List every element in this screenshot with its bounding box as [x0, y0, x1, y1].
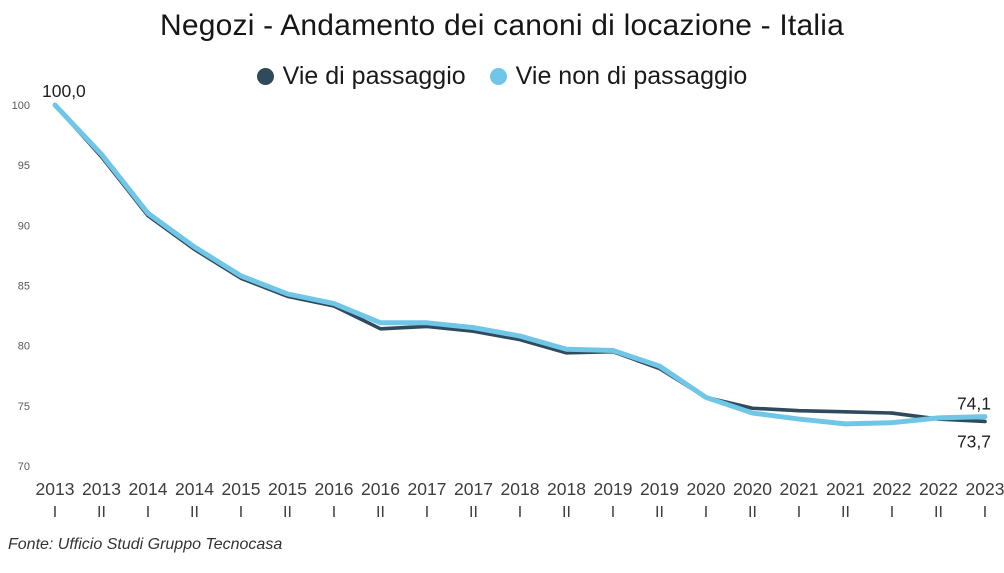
- chart-legend: Vie di passaggio Vie non di passaggio: [0, 58, 1004, 94]
- legend-dot-icon: [489, 67, 507, 85]
- x-axis-semester-label: II: [97, 504, 106, 521]
- data-label-end-top: 74,1: [957, 394, 991, 414]
- series-line-vie-non-di-passaggio: [52, 102, 988, 427]
- data-label-end-bottom: 73,7: [957, 431, 991, 451]
- x-axis-semester-label: I: [611, 504, 615, 521]
- x-axis-year-label: 2021: [826, 479, 865, 499]
- x-axis-year-label: 2020: [733, 479, 772, 499]
- x-axis-semester-label: I: [425, 504, 429, 521]
- x-axis-year-label: 2022: [919, 479, 958, 499]
- x-axis-year-label: 2019: [594, 479, 633, 499]
- x-axis-semester-label: II: [376, 504, 385, 521]
- x-axis-semester-label: I: [797, 504, 801, 521]
- x-axis-semester-label: II: [283, 504, 292, 521]
- x-axis-year-label: 2013: [36, 479, 75, 499]
- x-axis-year-label: 2019: [640, 479, 679, 499]
- series-line-vie-di-passaggio: [53, 103, 987, 424]
- legend-label: Vie di passaggio: [282, 61, 466, 90]
- y-axis-tick-label: 70: [18, 461, 30, 473]
- data-label-start: 100,0: [42, 81, 86, 101]
- legend-item-vie-di-passaggio: Vie di passaggio: [256, 61, 466, 91]
- x-axis-year-label: 2016: [315, 479, 354, 499]
- x-axis-semester-label: I: [704, 504, 708, 521]
- x-axis-semester-label: I: [53, 504, 57, 521]
- x-axis-semester-label: II: [190, 504, 199, 521]
- x-axis-year-label: 2014: [175, 479, 214, 499]
- y-axis-tick-label: 100: [12, 100, 30, 112]
- x-axis-semester-label: II: [562, 504, 571, 521]
- x-axis-year-label: 2015: [268, 479, 307, 499]
- x-axis-year-label: 2021: [780, 479, 819, 499]
- x-axis-year-label: 2015: [222, 479, 261, 499]
- y-axis-tick-label: 75: [18, 401, 30, 413]
- x-axis-semester-label: I: [239, 504, 243, 521]
- x-axis-semester-label: I: [518, 504, 522, 521]
- x-axis-semester-label: II: [934, 504, 943, 521]
- y-axis-tick-label: 90: [18, 220, 30, 232]
- x-axis-semester-label: II: [655, 504, 664, 521]
- x-axis-semester-label: I: [332, 504, 336, 521]
- x-axis-year-label: 2013: [82, 479, 121, 499]
- y-axis-tick-label: 85: [18, 280, 30, 292]
- x-axis-year-label: 2018: [501, 479, 540, 499]
- x-axis-year-label: 2017: [454, 479, 493, 499]
- legend-dot-icon: [256, 67, 274, 85]
- x-axis-semester-label: I: [146, 504, 150, 521]
- x-axis-semester-label: I: [983, 504, 987, 521]
- source-note: Fonte: Ufficio Studi Gruppo Tecnocasa: [8, 536, 283, 553]
- x-axis-year-label: 2020: [687, 479, 726, 499]
- x-axis-semester-label: I: [890, 504, 894, 521]
- x-axis-year-label: 2023: [966, 479, 1004, 499]
- x-axis-year-label: 2016: [361, 479, 400, 499]
- x-axis-year-label: 2018: [547, 479, 586, 499]
- x-axis-semester-label: II: [469, 504, 478, 521]
- chart-title: Negozi - Andamento dei canoni di locazio…: [160, 9, 844, 42]
- x-axis-year-label: 2022: [873, 479, 912, 499]
- y-axis-tick-label: 80: [18, 341, 30, 353]
- x-axis-semester-label: II: [748, 504, 757, 521]
- y-axis-tick-label: 95: [18, 160, 30, 172]
- x-axis-year-label: 2014: [129, 479, 168, 499]
- x-axis-semester-label: II: [841, 504, 850, 521]
- x-axis-year-label: 2017: [408, 479, 447, 499]
- legend-label: Vie non di passaggio: [515, 61, 748, 90]
- legend-item-vie-non-di-passaggio: Vie non di passaggio: [489, 61, 748, 91]
